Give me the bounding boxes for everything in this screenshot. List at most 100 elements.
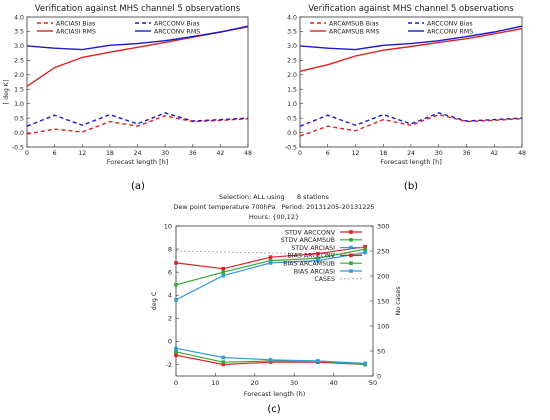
series-line-0	[26, 115, 249, 135]
x-tick-label: 18	[106, 150, 114, 157]
x-tick-label: 20	[251, 379, 259, 387]
x-tick-label: 12	[78, 150, 86, 157]
y-tick-label: 0.0	[14, 130, 24, 137]
y-right-tick-label: 100	[377, 322, 389, 330]
data-point	[174, 346, 178, 351]
data-point	[363, 361, 367, 366]
data-point	[221, 362, 226, 367]
y-tick-label: 2.5	[14, 58, 24, 65]
legend-entry: BIAS ARCAMSUB	[283, 261, 335, 268]
y-right-tick-label: 300	[377, 222, 389, 230]
series-line-6	[175, 250, 366, 255]
x-tick-label: 42	[490, 150, 498, 157]
legend-marker	[349, 253, 353, 258]
y-tick-label: 3.0	[14, 43, 24, 50]
y-right-tick-label: 50	[377, 347, 385, 355]
y-tick-label: 0.0	[287, 130, 297, 137]
series-line-3	[26, 25, 249, 51]
data-point	[221, 273, 226, 278]
caption-c: (c)	[267, 404, 280, 415]
legend-marker	[349, 238, 353, 242]
y-tick-label: 2.0	[14, 72, 24, 79]
legend-entry: STDV ARCIASI	[291, 245, 335, 252]
legend-marker	[349, 245, 353, 250]
data-point	[221, 266, 226, 271]
chart-panel-a: Verification against MHS channel 5 obser…	[3, 4, 252, 166]
legend-marker	[349, 269, 353, 273]
chart-title: Verification against MHS channel 5 obser…	[308, 4, 514, 14]
y-tick-label: 4.0	[14, 14, 24, 21]
legend-entry: ARCAMSUB RMS	[329, 28, 379, 35]
data-point	[221, 355, 226, 360]
x-tick-label: 24	[407, 150, 415, 157]
y-right-tick-label: 0	[377, 372, 381, 380]
series-line-1	[299, 112, 523, 127]
y-right-axis-label: No cases	[394, 286, 402, 316]
legend-entry: ARCCONV Bias	[427, 20, 473, 27]
y-right-tick-label: 200	[377, 272, 389, 280]
x-tick-label: 18	[379, 150, 387, 157]
legend-entry: STDV ARCCONV	[285, 229, 336, 236]
x-tick-label: 30	[161, 150, 169, 157]
y-tick-label: 2.5	[287, 58, 297, 65]
legend-marker	[349, 261, 353, 265]
data-point	[174, 349, 178, 354]
chart-title-line: Selection: ALL using 8 stations	[219, 193, 329, 201]
series-line-1	[26, 112, 249, 127]
x-tick-label: 6	[53, 150, 57, 157]
x-tick-label: 12	[352, 150, 360, 157]
x-tick-label: 40	[329, 379, 337, 387]
data-point	[221, 360, 226, 364]
x-tick-label: 0	[174, 379, 178, 387]
y-tick-label: 2.0	[287, 72, 297, 79]
data-point	[316, 258, 320, 263]
series-line-2	[299, 27, 523, 72]
y-tick-label: 1.0	[14, 101, 24, 108]
chart-title: Verification against MHS channel 5 obser…	[35, 4, 241, 14]
y-right-tick-label: 250	[377, 247, 389, 255]
caption-b: (b)	[404, 181, 418, 192]
data-point	[316, 359, 320, 363]
x-tick-label: 6	[326, 150, 330, 157]
data-point	[221, 270, 226, 274]
data-point	[363, 244, 367, 249]
y-tick-label: 4.0	[287, 14, 297, 21]
x-tick-label: 36	[189, 150, 197, 157]
x-axis-label: Forecast length (h)	[244, 390, 306, 398]
legend-entry: ARCCONV Bias	[154, 20, 200, 27]
y-tick-label: 6	[168, 268, 172, 276]
y-right-tick-label: 150	[377, 297, 389, 305]
data-point	[268, 258, 273, 263]
data-point	[363, 250, 367, 255]
y-axis-label: deg C	[150, 291, 158, 310]
x-tick-label: 30	[435, 150, 443, 157]
y-tick-label: 1.5	[287, 87, 297, 94]
x-tick-label: 36	[463, 150, 471, 157]
y-tick-label: 0.5	[14, 115, 24, 122]
data-point	[363, 247, 367, 251]
data-point	[268, 261, 273, 265]
chart-title-line: Hours: {00,12}	[249, 213, 299, 221]
y-tick-label: 0	[168, 338, 172, 346]
y-tick-label: 1.0	[287, 101, 297, 108]
chart-title-line: Dew point temperature 700hPa Period: 201…	[173, 203, 374, 211]
data-point	[174, 283, 178, 287]
data-point	[174, 298, 178, 302]
x-axis-label: Forecast length [h]	[380, 158, 442, 166]
data-point	[174, 353, 178, 358]
y-axis-label: [ deg K]	[3, 80, 10, 104]
data-point	[316, 256, 320, 261]
chart-panel-c: Selection: ALL using 8 stations Dew point…	[150, 193, 402, 398]
series-line-0	[299, 113, 523, 137]
series-line-3	[299, 25, 523, 51]
y-tick-label: 10	[164, 222, 172, 230]
x-tick-label: 42	[216, 150, 224, 157]
y-tick-label: 1.5	[14, 87, 24, 94]
x-tick-label: 48	[244, 150, 252, 157]
legend-marker	[349, 230, 353, 234]
legend-entry: BIAS ARCCONV	[287, 253, 335, 260]
caption-a: (a)	[131, 181, 145, 192]
data-point	[268, 255, 273, 259]
y-tick-label: -2	[166, 361, 172, 369]
